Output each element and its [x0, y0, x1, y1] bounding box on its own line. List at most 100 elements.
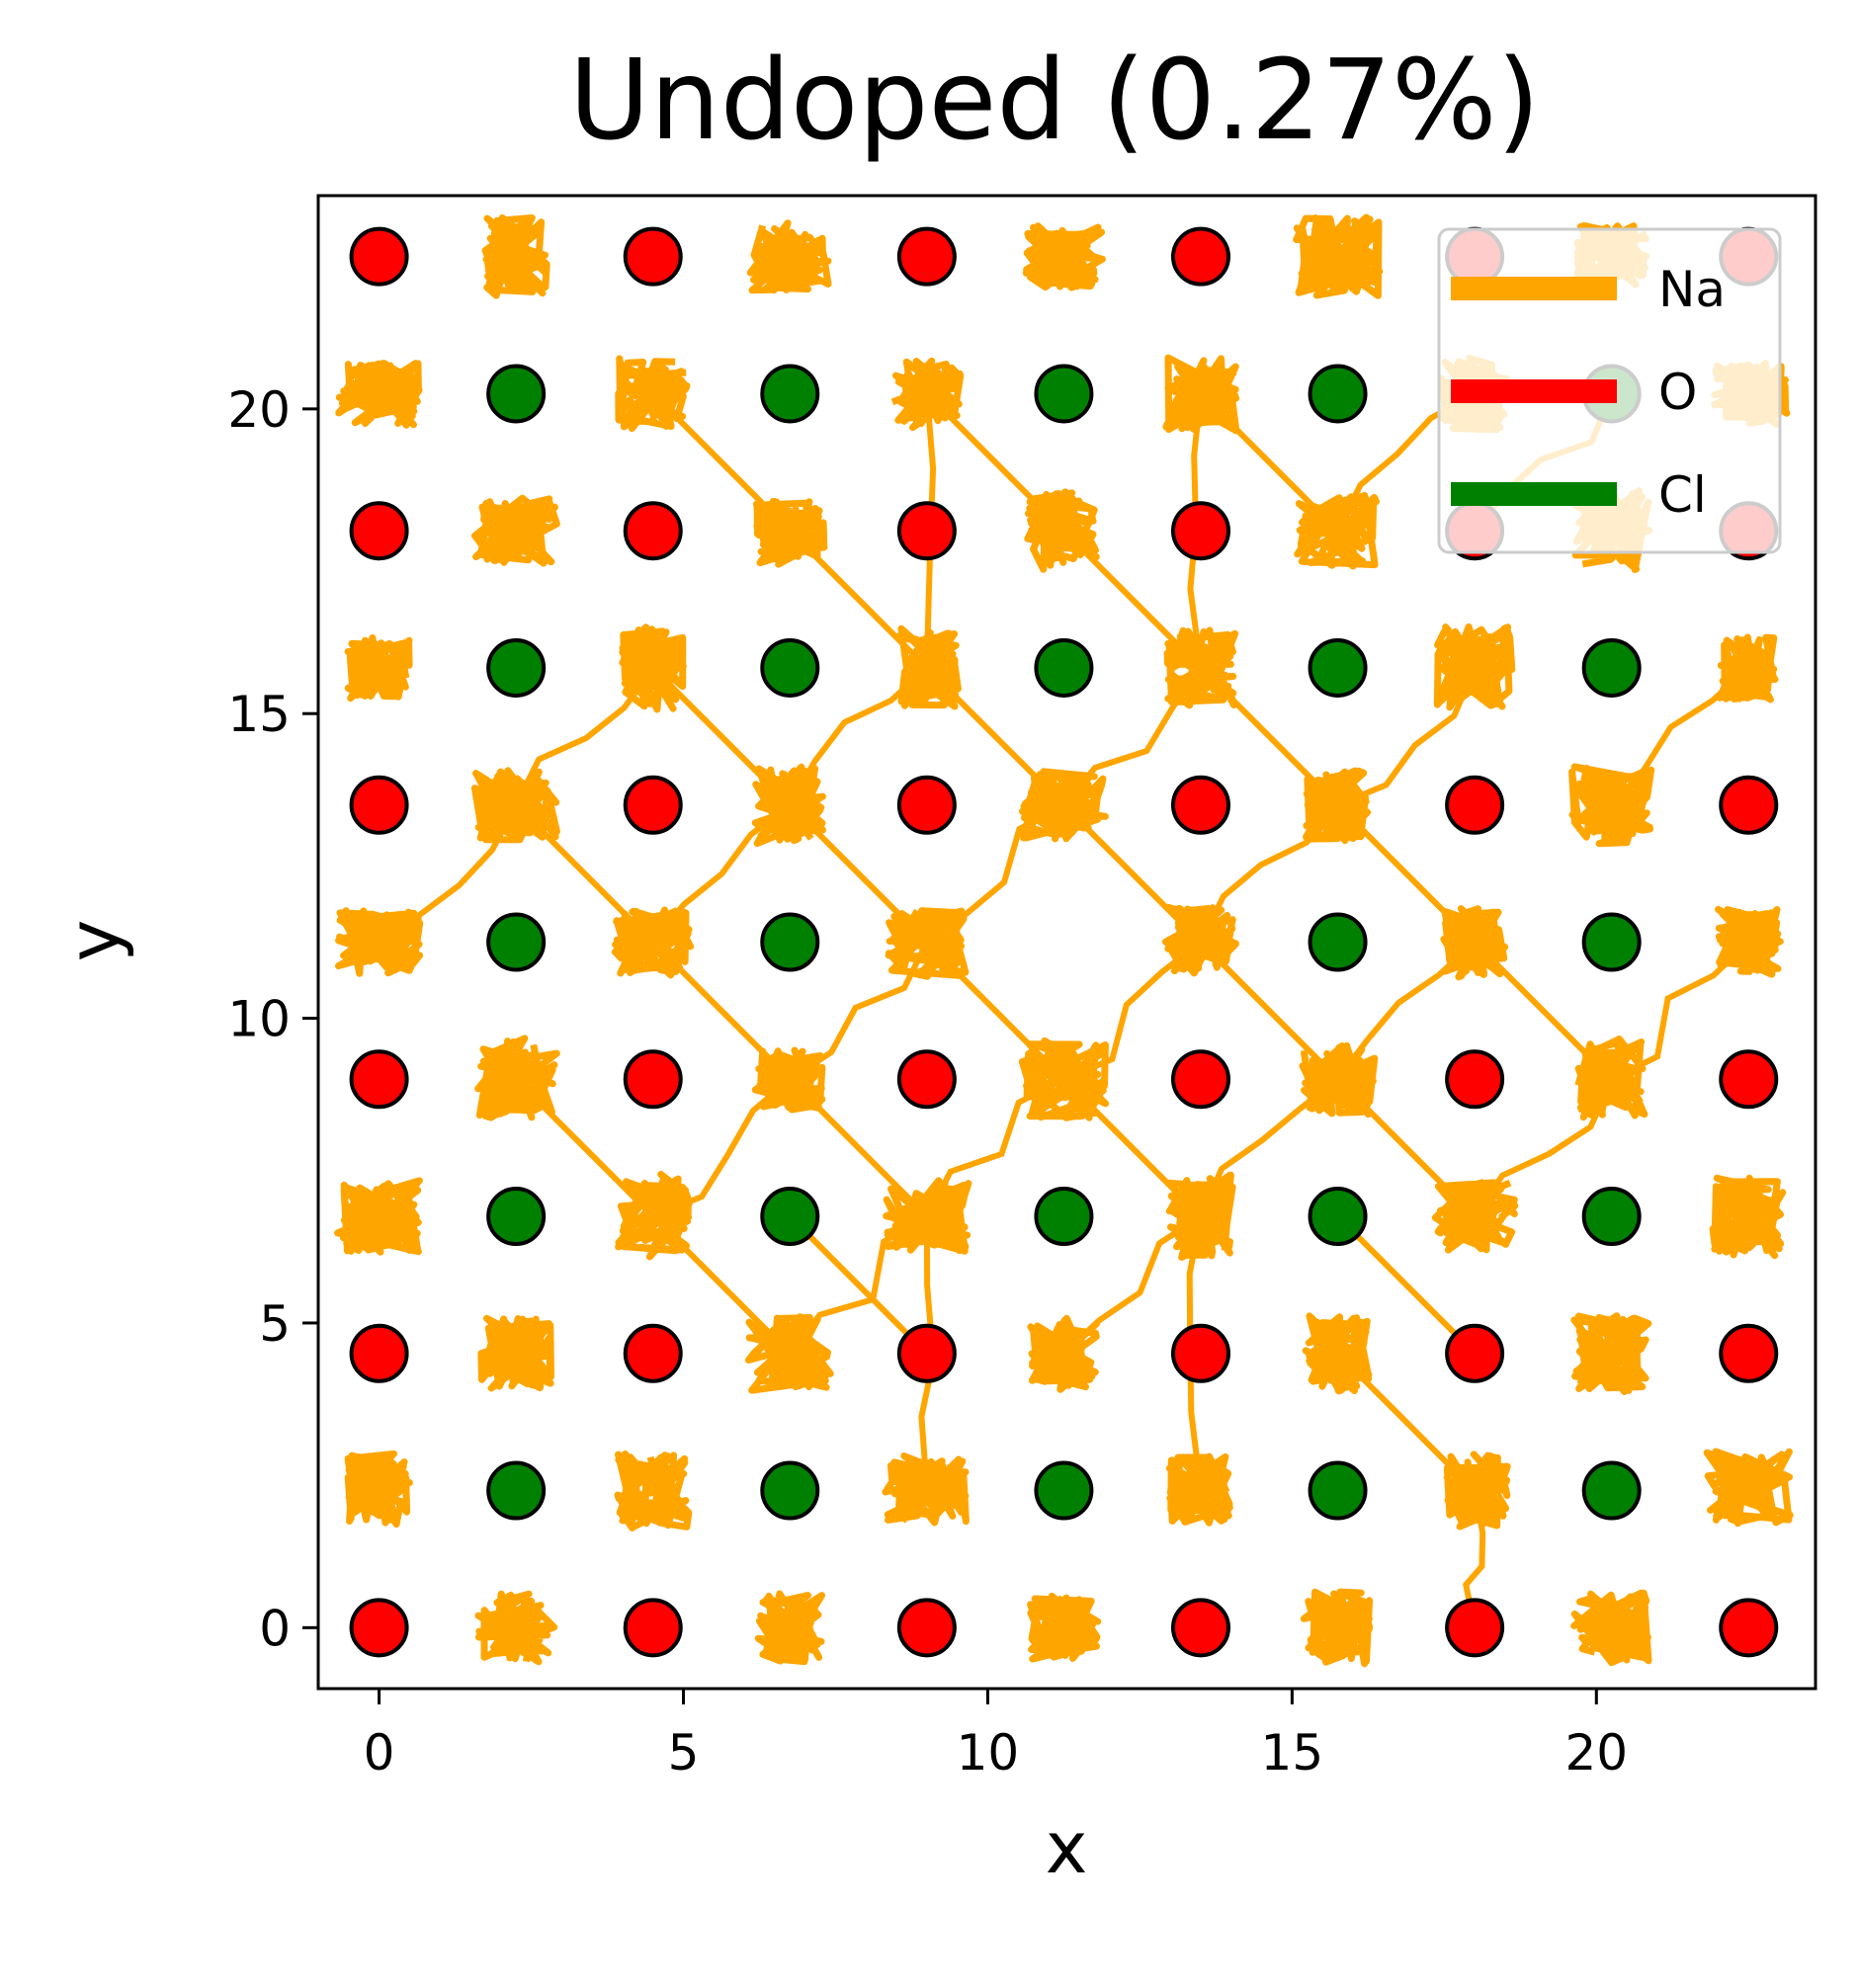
- na-hop-38: [514, 802, 655, 945]
- cl-atom-3: [1308, 1460, 1368, 1521]
- na-hop-18: [650, 802, 793, 945]
- cl-atom-13: [1581, 912, 1642, 972]
- na-trajectory-55: [481, 214, 550, 299]
- na-hop-45: [1198, 391, 1340, 534]
- na-hop-8: [1061, 1077, 1204, 1219]
- na-trajectory-49: [335, 360, 423, 429]
- cl-atom-9: [1581, 1187, 1642, 1247]
- o-atom-23: [1719, 775, 1779, 835]
- x-axis-label: x: [1046, 1806, 1088, 1889]
- na-trajectory-0: [474, 1590, 558, 1666]
- o-atom-15: [1170, 1049, 1230, 1110]
- x-tick-label-3: 15: [1261, 1724, 1324, 1781]
- na-trajectory-6: [614, 1450, 693, 1532]
- legend-label-cl: Cl: [1658, 466, 1707, 524]
- cl-atom-19: [486, 364, 547, 424]
- o-atom-9: [1170, 1323, 1230, 1383]
- na-trajectory-22: [474, 1035, 560, 1121]
- na-trajectory-39: [619, 623, 687, 713]
- x-tick-label-1: 5: [668, 1724, 700, 1781]
- o-atom-11: [1719, 1323, 1779, 1383]
- y-tick-label-0: 0: [259, 1600, 291, 1657]
- o-atom-27: [1170, 501, 1230, 561]
- cl-atom-8: [1308, 1187, 1368, 1247]
- na-hop-44: [650, 1213, 793, 1356]
- o-atom-24: [349, 501, 409, 561]
- na-hop-29: [1472, 1078, 1615, 1218]
- na-trajectories: [334, 213, 1794, 1668]
- na-hop-37: [377, 803, 519, 945]
- cl-atom-10: [486, 912, 547, 972]
- x-tick-label-2: 10: [957, 1724, 1020, 1781]
- na-trajectory-11: [477, 1314, 554, 1392]
- cl-atom-22: [1308, 364, 1368, 424]
- o-atom-16: [1445, 1049, 1505, 1110]
- y-axis: 0 5 10 15 20: [227, 381, 318, 1657]
- na-hop-47: [1061, 529, 1204, 671]
- na-hop-32: [1061, 1213, 1203, 1356]
- na-hop-23: [513, 666, 656, 807]
- o-atom-33: [1170, 226, 1230, 287]
- na-hop-43: [514, 1077, 655, 1219]
- na-hop-24: [650, 665, 793, 807]
- na-hop-46: [924, 391, 1066, 534]
- o-atom-6: [349, 1323, 409, 1383]
- na-hop-3: [1061, 802, 1204, 945]
- cl-atom-1: [760, 1460, 820, 1521]
- o-atom-18: [349, 775, 409, 835]
- o-atom-32: [896, 226, 957, 287]
- cl-atom-0: [486, 1460, 547, 1521]
- na-hop-11: [924, 665, 1066, 807]
- o-atom-14: [896, 1049, 957, 1110]
- y-tick-label-3: 15: [227, 686, 291, 743]
- na-trajectory-14: [1302, 1312, 1373, 1395]
- o-atom-4: [1445, 1598, 1505, 1658]
- na-trajectory-9: [1443, 1450, 1511, 1531]
- y-tick-label-4: 20: [227, 381, 291, 439]
- na-trajectory-56: [746, 219, 832, 294]
- na-trajectory-31: [1440, 905, 1509, 981]
- x-tick-label-0: 0: [364, 1724, 395, 1781]
- na-hop-36: [1610, 940, 1751, 1082]
- na-trajectory-47: [1294, 491, 1380, 570]
- cl-atom-6: [760, 1187, 820, 1247]
- o-atom-1: [623, 1598, 683, 1658]
- o-atom-0: [349, 1598, 409, 1658]
- na-trajectory-37: [1568, 763, 1655, 848]
- legend-label-o: O: [1658, 364, 1697, 421]
- cl-atom-20: [760, 364, 820, 424]
- chart-title: Undoped (0.27%): [569, 37, 1540, 165]
- cl-atom-7: [1034, 1187, 1094, 1247]
- o-atom-22: [1445, 775, 1505, 835]
- na-trajectory-10: [1703, 1448, 1794, 1528]
- na-trajectory-45: [753, 498, 828, 568]
- cl-atom-11: [760, 912, 820, 972]
- o-atom-19: [623, 775, 683, 835]
- na-hop-13: [1198, 665, 1340, 807]
- na-trajectory-3: [1300, 1588, 1374, 1668]
- na-hop-14: [788, 802, 930, 945]
- na-trajectory-15: [1570, 1312, 1652, 1395]
- o-atom-30: [349, 226, 409, 287]
- cl-atom-4: [1581, 1460, 1642, 1521]
- o-atom-10: [1445, 1323, 1505, 1383]
- y-axis-label: y: [52, 920, 135, 962]
- o-atom-12: [349, 1049, 409, 1110]
- y-tick-label-1: 5: [259, 1295, 291, 1353]
- cl-atom-21: [1034, 364, 1094, 424]
- plot-frame: [316, 194, 1817, 1691]
- na-hop-15: [924, 940, 1066, 1082]
- cl-atom-2: [1034, 1460, 1094, 1521]
- o-atom-7: [623, 1323, 683, 1383]
- na-hop-22: [1335, 802, 1478, 945]
- na-trajectory-5: [344, 1450, 413, 1529]
- cl-atom-5: [486, 1187, 547, 1247]
- o-atom-26: [896, 501, 957, 561]
- na-hop-10: [787, 665, 929, 807]
- o-atom-8: [896, 1323, 957, 1383]
- o-atom-25: [623, 501, 683, 561]
- na-hop-19: [650, 940, 793, 1082]
- na-hop-16: [1062, 940, 1203, 1083]
- na-hop-27: [788, 529, 930, 671]
